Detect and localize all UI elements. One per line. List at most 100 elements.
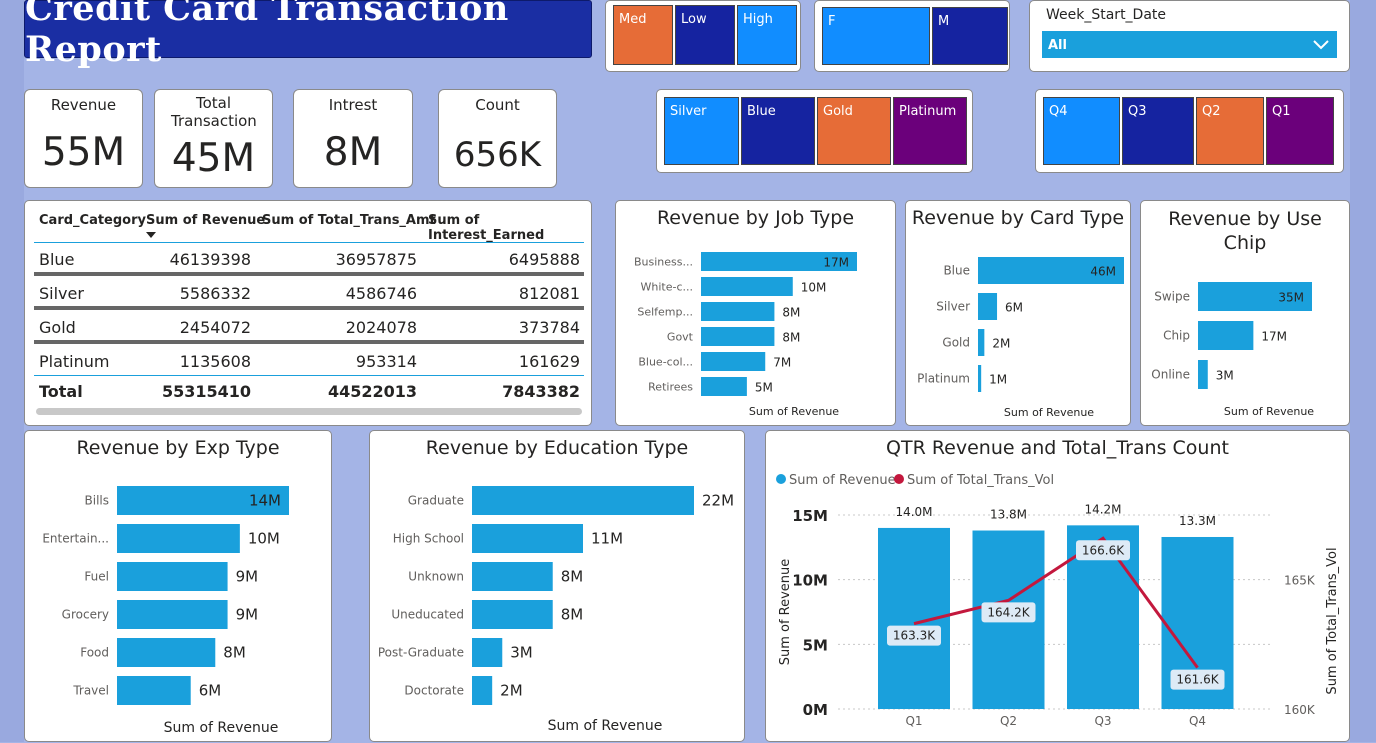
category-label: Grocery: [62, 608, 109, 622]
data-label-bg: [1076, 540, 1130, 561]
table-header-divider: [34, 242, 584, 243]
bar: [472, 600, 553, 629]
slicer-tile-silver[interactable]: Silver: [664, 97, 739, 165]
chart-title: Revenue by Use Chip: [1168, 208, 1322, 254]
card-type-chart: Revenue by Card Type Blue 46M Silver 6M Gold…: [905, 200, 1131, 426]
category-label: Doctorate: [404, 684, 464, 698]
data-label: 8M: [782, 331, 800, 345]
bar: [472, 486, 694, 515]
table-cell: 2454072: [179, 318, 251, 337]
line-data-label: 161.6K: [1176, 673, 1219, 687]
x-tick-label: Q4: [1189, 714, 1206, 728]
bar: [978, 329, 985, 356]
slicer-tile-platinum[interactable]: Platinum: [893, 97, 967, 165]
week-dropdown-value: All: [1048, 38, 1067, 53]
table-header[interactable]: Sum of Interest_Earned: [428, 213, 545, 243]
kpi-label: Count: [475, 96, 520, 114]
data-label: 3M: [1216, 369, 1234, 383]
report-title: Credit Card Transaction Report: [25, 0, 509, 70]
table-total-cell: 55315410: [161, 382, 251, 401]
table-header[interactable]: Card_Category: [39, 213, 146, 228]
kpi-value: 55M: [41, 130, 126, 175]
category-label: Business...: [634, 256, 693, 269]
table-row-label: Platinum: [39, 352, 110, 371]
category-label: Blue: [943, 264, 970, 278]
week-dropdown[interactable]: All: [1042, 31, 1337, 58]
y-tick-label: 15M: [792, 507, 828, 525]
category-label: White-c...: [641, 281, 694, 294]
kpi-label: Total Transaction: [171, 94, 257, 130]
slicer-tile-q4[interactable]: Q4: [1043, 97, 1120, 165]
slicer-tile-m[interactable]: M: [932, 7, 1008, 65]
horizontal-scrollbar[interactable]: [36, 408, 582, 415]
legend-label: Sum of Revenue: [789, 473, 896, 488]
data-label: 1M: [989, 373, 1007, 387]
data-label-bg: [887, 625, 941, 646]
category-label: Entertain...: [42, 532, 109, 546]
gender-slicer: F M: [814, 0, 1010, 72]
data-label: 17M: [1261, 330, 1287, 344]
table-header[interactable]: Sum of Revenue: [146, 213, 266, 228]
line-data-label: 164.2K: [987, 605, 1030, 619]
x-axis-title: Sum of Revenue: [749, 405, 839, 418]
slicer-tile-high[interactable]: High: [737, 5, 797, 65]
table-row-divider: [34, 306, 584, 310]
bar: [117, 562, 228, 591]
slicer-tile-f[interactable]: F: [822, 7, 930, 65]
slicer-tile-blue[interactable]: Blue: [741, 97, 815, 165]
line-data-label: 163.3K: [893, 629, 936, 643]
slicer-tile-low[interactable]: Low: [675, 5, 735, 65]
table-header[interactable]: Sum of Total_Trans_Amt: [262, 213, 436, 228]
table-row-label: Gold: [39, 318, 76, 337]
legend-marker: [894, 474, 904, 484]
slicer-tile-q1[interactable]: Q1: [1266, 97, 1334, 165]
data-label: 2M: [500, 682, 523, 700]
category-label: Retirees: [648, 381, 693, 394]
data-label: 8M: [223, 644, 246, 662]
kpi-total-transaction: Total Transaction 45M: [154, 89, 273, 188]
bar: [701, 377, 747, 396]
bar: [978, 365, 982, 392]
y2-axis-title: Sum of Total_Trans_Vol: [1325, 547, 1340, 694]
education-type-chart: Revenue by Education Type Graduate 22M Hig…: [369, 430, 745, 742]
data-label: 11M: [591, 530, 623, 548]
slicer-tile-q2[interactable]: Q2: [1196, 97, 1264, 165]
data-label: 14.0M: [895, 505, 932, 519]
table-cell: 46139398: [169, 250, 251, 269]
data-label-bg: [1170, 669, 1225, 690]
data-label: 35M: [1278, 291, 1304, 305]
category-label: Blue-col...: [638, 356, 693, 369]
data-label: 8M: [782, 306, 800, 320]
data-label: 6M: [199, 682, 222, 700]
bar: [117, 676, 191, 705]
quarter-slicer: Q4 Q3 Q2 Q1: [1035, 89, 1344, 173]
table-row-label: Blue: [39, 250, 75, 269]
data-label: 13.8M: [990, 508, 1027, 522]
y-axis-title: Sum of Revenue: [778, 559, 793, 666]
slicer-tile-gold[interactable]: Gold: [817, 97, 891, 165]
slicer-tile-q3[interactable]: Q3: [1122, 97, 1194, 165]
table-row-divider: [34, 340, 584, 344]
table-row-label: Silver: [39, 284, 84, 303]
table-total-cell: 7843382: [502, 382, 580, 401]
chart-title: Revenue by Job Type: [656, 207, 855, 229]
bar: [978, 257, 1124, 284]
bar: [1198, 282, 1312, 311]
table-cell: 5586332: [179, 284, 251, 303]
x-tick-label: Q1: [905, 714, 922, 728]
table-cell: 6495888: [508, 250, 580, 269]
kpi-value: 8M: [323, 130, 383, 175]
table-cell: 953314: [355, 352, 417, 371]
category-label: Bills: [85, 494, 110, 508]
slicer-tile-med[interactable]: Med: [613, 5, 673, 65]
category-label: Food: [80, 646, 109, 660]
category-label: Post-Graduate: [378, 646, 464, 660]
kpi-interest: Intrest 8M: [293, 89, 413, 188]
exp-type-chart: Revenue by Exp Type Bills 14M Entertain...…: [24, 430, 332, 742]
card-category-table: Card_Category Sum of Revenue Sum of Tota…: [24, 200, 592, 426]
category-label: Online: [1151, 368, 1190, 382]
table-total-divider: [34, 375, 584, 376]
chart-title: QTR Revenue and Total_Trans Count: [886, 437, 1229, 459]
category-label: Uneducated: [391, 608, 464, 622]
x-axis-title: Sum of Revenue: [1004, 406, 1094, 419]
